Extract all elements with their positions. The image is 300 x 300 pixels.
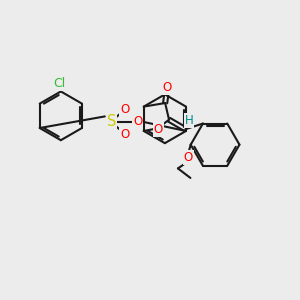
Text: H: H: [184, 114, 193, 128]
Text: O: O: [162, 81, 171, 94]
Text: O: O: [133, 115, 142, 128]
Text: S: S: [107, 114, 116, 129]
Text: O: O: [120, 128, 129, 141]
Text: O: O: [120, 103, 129, 116]
Text: O: O: [154, 123, 163, 136]
Text: Cl: Cl: [53, 76, 65, 90]
Text: O: O: [184, 151, 193, 164]
